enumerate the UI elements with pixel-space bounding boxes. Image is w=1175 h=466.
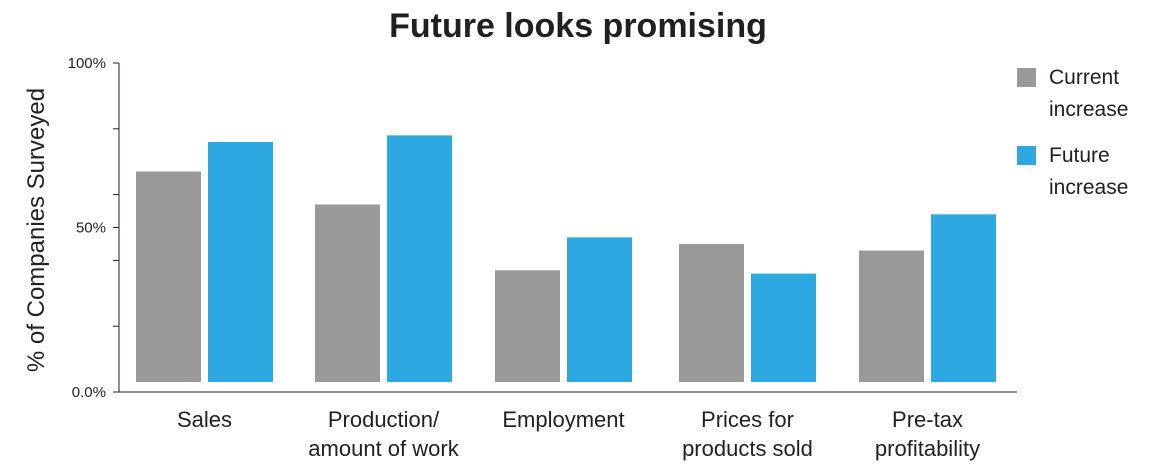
x-tick-label-line: Prices for [701, 407, 794, 432]
bar [679, 243, 744, 382]
x-axis-labels: Sales Production/amount of work Employment… [177, 407, 980, 461]
legend-label-line: Future [1049, 144, 1110, 167]
x-tick-label-line: Pre-tax [892, 407, 963, 432]
bar [931, 214, 996, 382]
x-tick-label-line: Employment [502, 407, 624, 432]
bar [208, 141, 273, 382]
y-axis-label: % of Companies Surveyed [23, 88, 50, 372]
bar [315, 204, 380, 382]
chart-title: Future looks promising [389, 7, 767, 45]
y-tick-label: 100% [68, 55, 106, 72]
x-tick-label-line: profitability [875, 436, 980, 461]
bars [136, 135, 996, 382]
legend-label-line: increase [1049, 176, 1128, 199]
bar [387, 135, 452, 382]
bar [859, 250, 924, 382]
legend-swatch [1017, 146, 1036, 165]
x-tick-label-line: Sales [177, 407, 232, 432]
y-tick-label: 50% [76, 220, 106, 237]
x-tick-label: Prices for products sold [682, 407, 813, 461]
bar [136, 171, 201, 382]
y-tick-label: 0.0% [72, 384, 106, 401]
x-tick-label: Employment [502, 407, 624, 432]
bar [495, 270, 560, 382]
legend-label-line: Current [1049, 66, 1119, 89]
x-tick-label-line: amount of work [308, 436, 459, 461]
bar [567, 237, 632, 382]
bar [751, 273, 816, 382]
x-tick-label-line: products sold [682, 436, 813, 461]
legend-label-line: increase [1049, 98, 1128, 121]
x-tick-label: Production/amount of work [308, 407, 459, 461]
x-tick-label: Sales [177, 407, 232, 432]
legend-swatch [1017, 68, 1036, 87]
legend-label: Current increase [1049, 66, 1128, 121]
x-tick-label: Pre-tax profitability [875, 407, 980, 461]
axes: 100% 50% 0.0% [68, 55, 1017, 401]
legend: Current increase Future increase [1017, 66, 1128, 199]
legend-label: Future increase [1049, 144, 1128, 199]
x-tick-label-line: Production/ [328, 407, 440, 432]
